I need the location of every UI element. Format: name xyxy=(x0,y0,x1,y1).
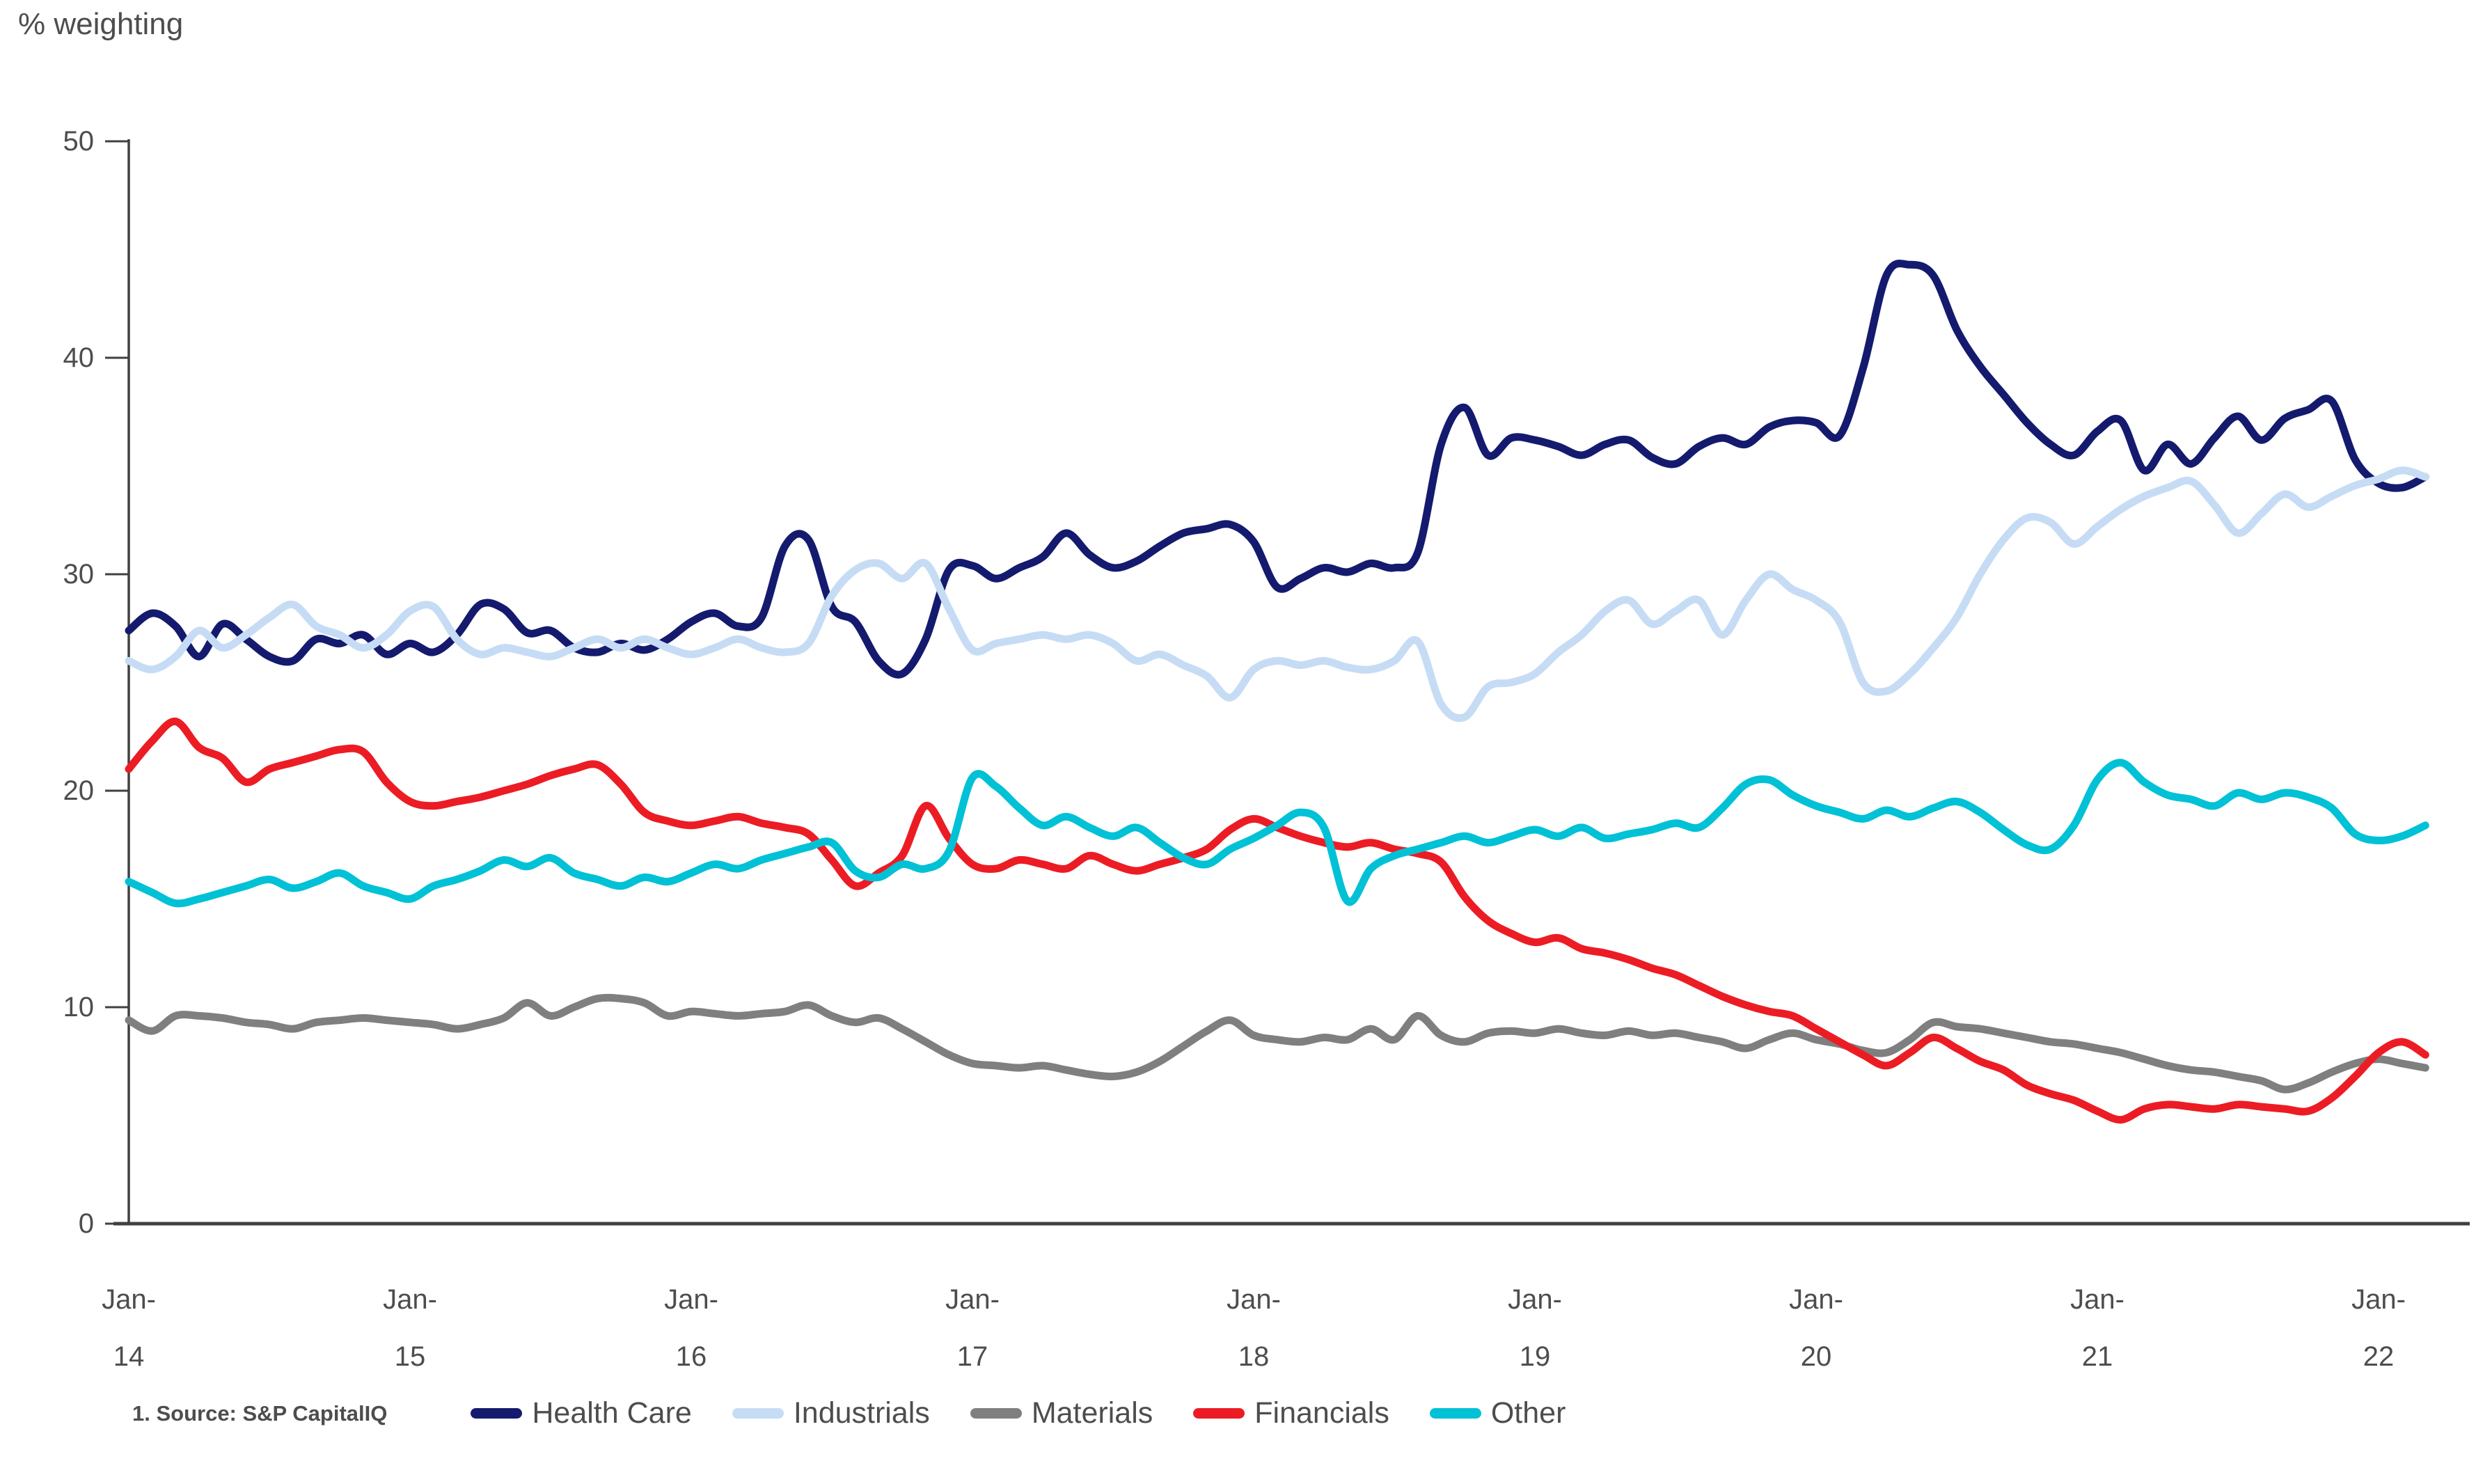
x-axis-tick-label: 14 xyxy=(113,1341,145,1372)
series-line-industrials xyxy=(125,466,2429,723)
legend-swatch-industrials xyxy=(732,1408,784,1419)
x-axis-tick-label: Jan- xyxy=(1789,1284,1843,1315)
legend-swatch-health-care xyxy=(471,1408,523,1419)
legend-swatch-other xyxy=(1429,1408,1481,1419)
series-line-materials xyxy=(125,993,2429,1094)
legend-label: Materials xyxy=(1031,1396,1153,1430)
x-axis-tick-label: Jan- xyxy=(2070,1284,2124,1315)
y-axis-tick-label: 10 xyxy=(63,992,95,1023)
legend-swatch-materials xyxy=(970,1408,1022,1419)
legend-swatch-financials xyxy=(1193,1408,1245,1419)
x-axis-tick-label: 18 xyxy=(1238,1341,1270,1372)
legend-item-health-care[interactable]: Health Care xyxy=(471,1396,692,1430)
series-line-financials xyxy=(125,718,2429,1124)
legend-item-industrials[interactable]: Industrials xyxy=(732,1396,930,1430)
y-axis-tick-label: 30 xyxy=(63,559,95,590)
legend-label: Other xyxy=(1490,1396,1566,1430)
y-axis-tick-label: 50 xyxy=(63,126,95,157)
x-axis-tick-label: 16 xyxy=(676,1341,707,1372)
y-axis-tick-label: 0 xyxy=(79,1208,94,1239)
x-axis-tick-label: 19 xyxy=(1520,1341,1551,1372)
legend-item-other[interactable]: Other xyxy=(1429,1396,1566,1430)
x-axis-tick-label: Jan- xyxy=(1508,1284,1562,1315)
x-axis-tick-label: Jan- xyxy=(383,1284,437,1315)
x-axis-tick-label: Jan- xyxy=(102,1284,156,1315)
x-axis-tick-label: 22 xyxy=(2363,1341,2395,1372)
series-line-health-care xyxy=(125,260,2429,679)
x-axis-tick-label: 21 xyxy=(2082,1341,2113,1372)
y-axis-tick-label: 20 xyxy=(63,775,95,806)
chart-footer: 1. Source: S&P CapitalIQ Health Care Ind… xyxy=(132,1396,2429,1430)
series-line-other xyxy=(125,759,2429,908)
legend: Health Care Industrials Materials Financ… xyxy=(471,1396,1566,1430)
legend-item-financials[interactable]: Financials xyxy=(1193,1396,1389,1430)
y-axis-tick-label: 40 xyxy=(63,342,95,373)
x-axis-tick-label: 20 xyxy=(1801,1341,1832,1372)
x-axis-tick-label: 17 xyxy=(957,1341,988,1372)
chart-title: % weighting xyxy=(18,7,184,41)
source-note: 1. Source: S&P CapitalIQ xyxy=(132,1400,388,1426)
legend-item-materials[interactable]: Materials xyxy=(970,1396,1153,1430)
x-axis-tick-label: 15 xyxy=(395,1341,426,1372)
x-axis-tick-label: Jan- xyxy=(1227,1284,1281,1315)
legend-label: Health Care xyxy=(532,1396,692,1430)
x-axis-tick-label: Jan- xyxy=(664,1284,718,1315)
x-axis-tick-label: Jan- xyxy=(945,1284,1000,1315)
x-axis-tick-label: Jan- xyxy=(2351,1284,2406,1315)
legend-label: Financials xyxy=(1254,1396,1389,1430)
legend-label: Industrials xyxy=(793,1396,930,1430)
